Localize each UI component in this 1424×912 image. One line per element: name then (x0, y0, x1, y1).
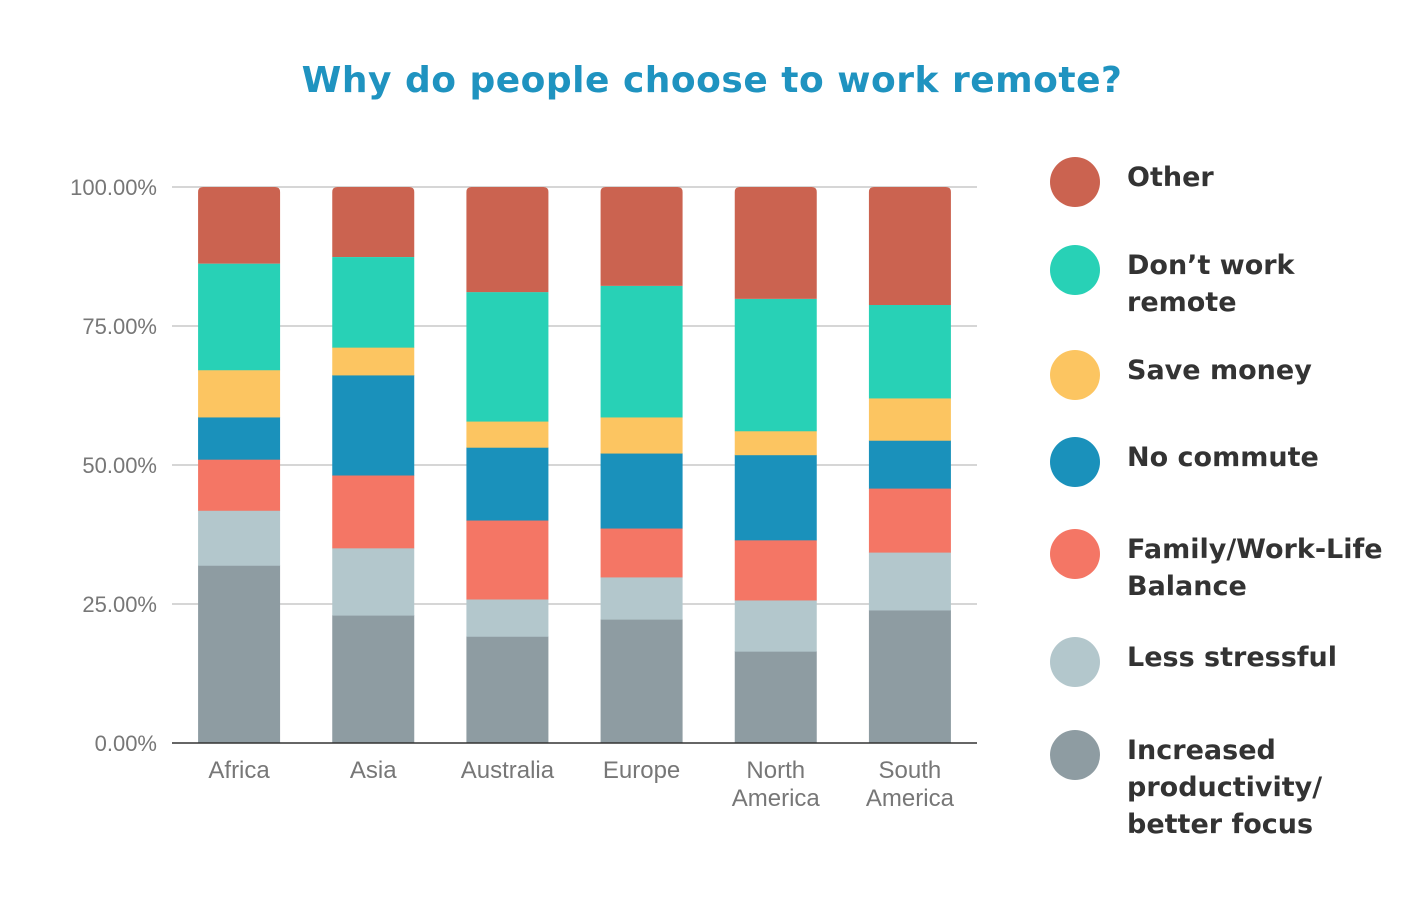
bar-segment (868, 609, 951, 744)
bar-segment (734, 298, 817, 432)
gridlines (172, 186, 977, 605)
y-tick-label: 100.00% (70, 175, 157, 200)
bar-segment (868, 488, 951, 553)
bar-segment (600, 528, 683, 578)
bar-segment (600, 619, 683, 744)
bar-segment (466, 187, 549, 293)
bar-segment (466, 520, 549, 600)
bar-segment (466, 421, 549, 448)
bar-segment (198, 369, 281, 418)
y-tick-label: 25.00% (82, 592, 157, 617)
bar-segment (198, 510, 281, 566)
legend-swatch-icon (1050, 350, 1100, 400)
bar-segment (600, 576, 683, 620)
bar-segment (734, 599, 817, 652)
legend-swatch-icon (1050, 529, 1100, 579)
y-axis-ticks: 0.00% 25.00% 50.00% 75.00% 100.00% (70, 175, 157, 756)
legend-label: Save money (1127, 355, 1312, 386)
legend-swatch-icon (1050, 437, 1100, 487)
legend-item: Other (1050, 157, 1214, 207)
bar-stack-asia (332, 187, 415, 744)
y-tick-label: 75.00% (82, 314, 157, 339)
legend-swatch-icon (1050, 245, 1100, 295)
bar-segment (332, 187, 415, 258)
bar-segment (600, 285, 683, 418)
x-axis-labels: Africa Asia Australia Europe North America Sou… (208, 757, 954, 812)
x-tick-label: North America (732, 757, 821, 812)
legend-label: Increased productivity/ better focus (1127, 735, 1323, 840)
bar-segment (332, 374, 415, 476)
bar-segment (868, 304, 951, 399)
bar-segment (198, 459, 281, 511)
legend-label: Less stressful (1127, 642, 1338, 673)
legend-item: Save money (1050, 350, 1312, 400)
bar-stack-europe (600, 187, 683, 744)
bar-segment (868, 187, 951, 305)
bar-segment (734, 430, 817, 456)
bar-stack-north-america (734, 187, 817, 744)
y-tick-label: 50.00% (82, 453, 157, 478)
bars (198, 187, 951, 744)
legend-item: Increased productivity/ better focus (1050, 730, 1322, 843)
bar-segment (332, 257, 415, 348)
bar-segment (466, 598, 549, 637)
bar-segment (466, 447, 549, 521)
bar-segment (734, 651, 817, 744)
bar-segment (868, 440, 951, 489)
bar-segment (198, 565, 281, 744)
bar-segment (734, 187, 817, 299)
x-tick-label: Australia (461, 757, 555, 784)
x-tick-label: Europe (603, 757, 680, 784)
bar-segment (734, 539, 817, 601)
bar-segment (868, 552, 951, 611)
legend-swatch-icon (1050, 730, 1100, 780)
legend-label: No commute (1127, 442, 1319, 473)
bar-segment (332, 347, 415, 376)
stacked-bar-chart: 0.00% 25.00% 50.00% 75.00% 100.00% Africa Asi… (70, 175, 977, 812)
legend-swatch-icon (1050, 637, 1100, 687)
legend-label: Don’t work remote (1127, 250, 1295, 318)
chart-title: Why do people choose to work remote? (301, 60, 1123, 101)
bar-stack-south-america (868, 187, 951, 744)
bar-segment (466, 292, 549, 422)
bar-segment (466, 636, 549, 744)
legend-item: No commute (1050, 437, 1319, 487)
legend-label: Family/Work-Life Balance (1127, 534, 1383, 602)
legend-item: Don’t work remote (1050, 245, 1295, 321)
bar-segment (198, 263, 281, 371)
bar-segment (600, 453, 683, 529)
legend-label: Other (1127, 162, 1214, 193)
bar-segment (198, 187, 281, 264)
x-tick-label: Africa (208, 757, 270, 784)
legend-item: Family/Work-Life Balance (1050, 529, 1383, 605)
y-tick-label: 0.00% (95, 731, 157, 756)
bar-segment (600, 416, 683, 454)
legend-swatch-icon (1050, 157, 1100, 207)
bar-stack-africa (198, 187, 281, 744)
x-tick-label: South America (866, 757, 955, 812)
bar-segment (332, 615, 415, 744)
bar-segment (198, 416, 281, 460)
bar-stack-australia (466, 187, 549, 744)
bar-segment (734, 454, 817, 541)
bar-segment (332, 547, 415, 616)
legend-item: Less stressful (1050, 637, 1337, 687)
bar-segment (332, 475, 415, 549)
bar-segment (868, 397, 951, 441)
bar-segment (600, 187, 683, 286)
x-tick-label: Asia (350, 757, 397, 784)
